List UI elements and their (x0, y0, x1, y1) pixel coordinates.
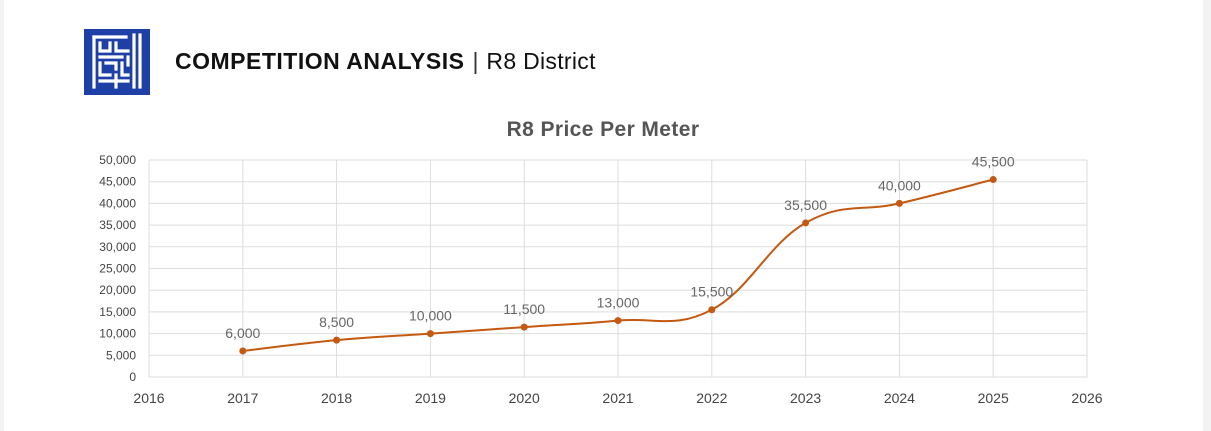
x-tick-label: 2023 (790, 390, 821, 406)
data-point (895, 199, 903, 207)
y-tick-label: 35,000 (99, 218, 136, 232)
data-label: 6,000 (225, 325, 260, 341)
data-label: 13,000 (597, 295, 640, 311)
y-tick-label: 10,000 (99, 327, 136, 341)
x-tick-label: 2020 (509, 390, 540, 406)
data-point (333, 336, 341, 344)
page-header: COMPETITION ANALYSIS | R8 District (175, 44, 596, 78)
y-tick-label: 20,000 (99, 283, 136, 297)
x-tick-label: 2019 (415, 390, 446, 406)
x-tick-label: 2017 (227, 390, 258, 406)
x-tick-label: 2016 (133, 390, 164, 406)
data-point (989, 176, 997, 184)
data-point (708, 306, 716, 314)
y-tick-label: 50,000 (99, 153, 136, 167)
x-tick-label: 2022 (696, 390, 727, 406)
header-title: COMPETITION ANALYSIS (175, 47, 465, 74)
x-tick-label: 2021 (602, 390, 633, 406)
x-tick-label: 2025 (978, 390, 1009, 406)
chart-grid (148, 159, 1088, 378)
chart-title: R8 Price Per Meter (507, 118, 700, 141)
data-label: 35,500 (784, 197, 827, 213)
data-point (426, 330, 434, 338)
y-tick-label: 30,000 (99, 240, 136, 254)
header-subtitle: R8 District (486, 47, 596, 74)
data-point (239, 347, 247, 355)
data-point (520, 323, 528, 331)
y-tick-label: 15,000 (99, 305, 136, 319)
y-tick-label: 40,000 (99, 196, 136, 210)
x-tick-label: 2026 (1071, 390, 1102, 406)
data-label: 40,000 (878, 177, 921, 193)
chart-series: 6,000 8,500 10,000 11,500 13,000 15,500 35,500… (225, 154, 1015, 355)
y-tick-label: 5,000 (106, 348, 136, 362)
maze-logo-icon (84, 29, 150, 95)
data-point (802, 219, 810, 227)
header-separator: | (472, 47, 479, 74)
x-tick-label: 2018 (321, 390, 352, 406)
data-label: 10,000 (409, 308, 452, 324)
chart-axes: 0 5,000 10,000 15,000 20,000 25,000 30,000 35,0… (99, 153, 1102, 406)
data-label: 15,500 (690, 284, 733, 300)
series-line (242, 178, 994, 352)
data-label: 8,500 (319, 314, 354, 330)
x-tick-label: 2024 (884, 390, 915, 406)
data-point (614, 317, 622, 325)
y-tick-label: 0 (129, 370, 136, 384)
data-label: 11,500 (503, 301, 545, 317)
y-tick-label: 25,000 (99, 262, 136, 276)
data-label: 45,500 (972, 154, 1015, 170)
page: COMPETITION ANALYSIS | R8 District (4, 0, 1203, 431)
y-tick-label: 45,000 (99, 175, 136, 189)
